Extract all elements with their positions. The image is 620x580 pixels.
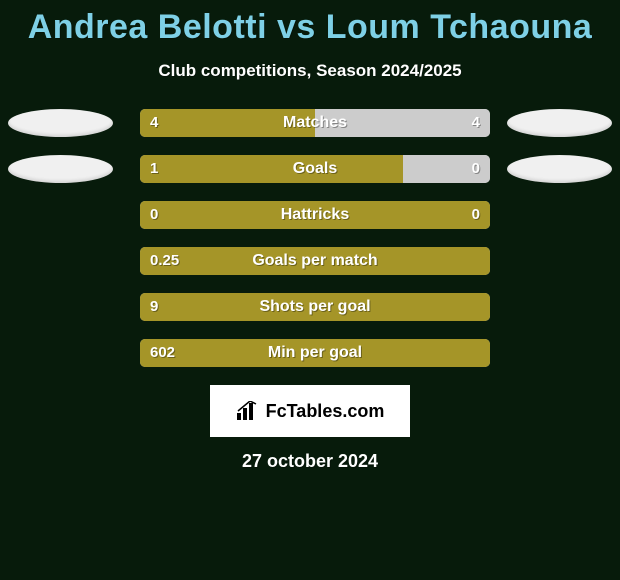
stat-bar-left xyxy=(140,339,490,367)
stat-row: 44Matches xyxy=(0,109,620,137)
page-title: Andrea Belotti vs Loum Tchaouna xyxy=(0,0,620,47)
stat-bar-right xyxy=(403,155,491,183)
stat-bar: 10Goals xyxy=(140,155,490,183)
stat-bar-right xyxy=(315,109,490,137)
player-right-avatar xyxy=(507,155,612,183)
player-left-avatar xyxy=(8,109,113,137)
page-subtitle: Club competitions, Season 2024/2025 xyxy=(0,61,620,81)
comparison-infographic: Andrea Belotti vs Loum Tchaouna Club com… xyxy=(0,0,620,580)
stat-bar-left xyxy=(140,155,403,183)
player-right-avatar xyxy=(507,109,612,137)
date-text: 27 october 2024 xyxy=(0,451,620,472)
stat-bar-left xyxy=(140,201,490,229)
stat-bar: 00Hattricks xyxy=(140,201,490,229)
stat-bar: 44Matches xyxy=(140,109,490,137)
stat-bar-left xyxy=(140,109,315,137)
brand-badge[interactable]: FcTables.com xyxy=(210,385,410,437)
stat-row: 602Min per goal xyxy=(0,339,620,367)
stat-row: 00Hattricks xyxy=(0,201,620,229)
stat-bar-left xyxy=(140,293,490,321)
brand-text: FcTables.com xyxy=(266,401,385,422)
stat-bar: 602Min per goal xyxy=(140,339,490,367)
stat-bar: 0.25Goals per match xyxy=(140,247,490,275)
bar-chart-icon xyxy=(236,401,260,421)
stat-row: 0.25Goals per match xyxy=(0,247,620,275)
stat-bar-left xyxy=(140,247,490,275)
stat-bar: 9Shots per goal xyxy=(140,293,490,321)
stat-row: 9Shots per goal xyxy=(0,293,620,321)
player-left-avatar xyxy=(8,155,113,183)
stat-row: 10Goals xyxy=(0,155,620,183)
stat-rows: 44Matches 10Goals 00Hattricks 0.25Goals per… xyxy=(0,109,620,367)
